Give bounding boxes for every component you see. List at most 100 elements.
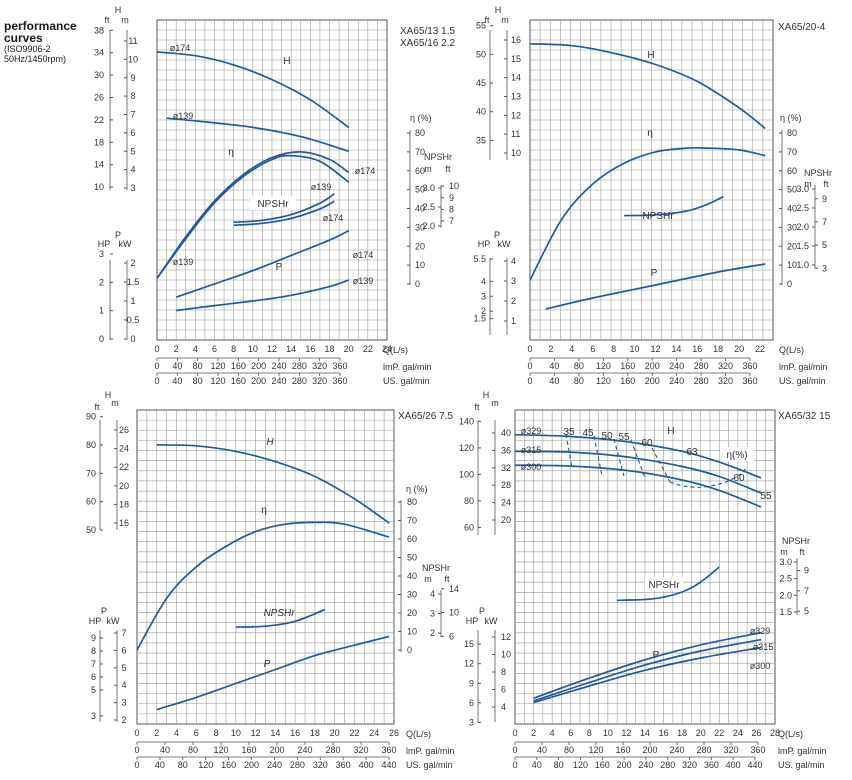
chart4-q-tick-label: 2	[531, 728, 536, 738]
chart1-curve-p-6	[175, 229, 350, 299]
chart2-hp-tick-label: 5.5	[473, 254, 486, 264]
chart3-kw-tick-label: 3	[121, 698, 126, 708]
chart3-imp-tick-label: 280	[325, 745, 340, 755]
chart2-q-tick-label: 16	[692, 344, 702, 354]
chart2-us-tick-label: 0	[527, 376, 532, 386]
chart3-us-tick-label: 240	[267, 760, 282, 770]
chart4-hp-tick-label: 3	[469, 717, 474, 727]
chart2-eff-tick-label: 40	[787, 204, 797, 214]
chart2-label-h: H	[647, 50, 654, 61]
chart3-imp-tick-label: 80	[188, 745, 198, 755]
chart4-imp-tick-label: 40	[537, 745, 547, 755]
chart3-m-unit-label: m	[111, 398, 119, 408]
chart1-kw-unit-label: kW	[119, 239, 133, 249]
title-line-1: performance	[4, 19, 77, 33]
chart2-npsh-m-tick-label: 1.5	[796, 241, 809, 251]
chart1-npsh-axis-label: NPSHr	[424, 152, 452, 162]
chart4-q-tick-label: 14	[640, 728, 650, 738]
chart2-ft-tick-label: 50	[476, 49, 486, 59]
chart2-npsh-m-unit: m	[804, 179, 812, 189]
chart2-us-tick-label: 120	[596, 376, 611, 386]
chart1-imp-tick-label: 240	[271, 361, 286, 371]
chart2-imp-tick-label: 200	[645, 361, 660, 371]
chart4-npshr-label-bg	[645, 577, 683, 591]
chart3-m-tick-label: 18	[119, 499, 129, 509]
chart1-label-d139-p: ø139	[353, 276, 374, 286]
chart1-ft-tick-label: 34	[94, 48, 104, 58]
chart1-q-tick-label: 2	[174, 344, 179, 354]
chart1-q-tick-label: 8	[231, 344, 236, 354]
chart4-us-tick-label: 280	[660, 760, 675, 770]
chart2-label-p: P	[651, 268, 658, 279]
chart2-ft-tick-label: 45	[476, 78, 486, 88]
chart4-label-d300-h: ø300	[521, 462, 542, 472]
chart1-m-tick-label: 11	[128, 36, 137, 46]
chart4-us-tick-label: 120	[573, 760, 588, 770]
chart4-us-tick-label: 200	[617, 760, 632, 770]
chart3-eff-tick-label: 60	[407, 534, 417, 544]
chart1-label-d174-p: ø174	[353, 250, 374, 260]
chart2-q-tick-label: 6	[590, 344, 595, 354]
chart1-q-tick-label: 0	[154, 344, 159, 354]
chart2-q-tick-label: 20	[734, 344, 744, 354]
chart1-hp-tick-label: 2	[99, 277, 104, 287]
chart3-curve-eff-1	[136, 521, 390, 651]
chart3-eff-tick-label: 50	[407, 553, 417, 563]
chart2-eff-tick-label: 50	[787, 185, 797, 195]
chart4-npsh-m-tick-label: 1.5	[779, 607, 792, 617]
chart2-npsh-ft-unit: ft	[823, 179, 829, 189]
chart2-m-tick-label: 11	[511, 129, 520, 139]
chart4-label-d329-p: ø329	[750, 626, 771, 636]
chart4-eff-contour-label: 63	[686, 447, 698, 458]
chart4-kw-tick-label: 8	[501, 667, 506, 677]
chart1-ft-tick-label: 30	[94, 70, 104, 80]
chart1-npsh-m-tick-label: 3.0	[422, 183, 435, 193]
chart4-imp-tick-label: 80	[564, 745, 574, 755]
chart4-us-tick-label: 160	[595, 760, 610, 770]
chart1-m-tick-label: 7	[130, 110, 135, 120]
chart1-eff-tick-label: 20	[415, 241, 425, 251]
chart1-label-d139-h: ø139	[173, 111, 194, 121]
chart4-ft-tick-label: 60	[464, 522, 474, 532]
chart1-ft-tick-label: 10	[94, 182, 104, 192]
chart4-eff-contour-label: 35	[563, 427, 575, 438]
chart4-eff-iso-line	[593, 435, 603, 477]
chart3-q-tick-label: 16	[290, 728, 300, 738]
chart1-q-tick-label: 12	[267, 344, 277, 354]
chart3-us-tick-label: 440	[381, 760, 396, 770]
chart2-q-tick-label: 22	[755, 344, 765, 354]
chart3-model-label: XA65/26 7.5	[398, 411, 453, 422]
chart1-imp-tick-label: 120	[210, 361, 225, 371]
chart3-imp-tick-label: 160	[241, 745, 256, 755]
chart2-m-tick-label: 15	[511, 54, 521, 64]
chart1-us-axis-label: US. gal/min	[383, 376, 430, 386]
chart2-imp-tick-label: 0	[527, 361, 532, 371]
chart4-npsh-ft-tick-label: 9	[804, 566, 809, 576]
chart1-hp-unit-label: HP	[98, 239, 111, 249]
chart1-label-npshr: NPSHr	[257, 199, 289, 210]
chart1-label-d174-eff: ø174	[355, 166, 376, 176]
chart3-hp-tick-label: 9	[91, 633, 96, 643]
chart1-imp-tick-label: 80	[193, 361, 203, 371]
chart3-q-tick-label: 26	[389, 728, 399, 738]
chart2-npsh-m-tick-label: 3.0	[796, 184, 809, 194]
chart4-ft-tick-label: 140	[459, 416, 474, 426]
chart2-kw-tick-label: 2	[511, 296, 516, 306]
chart1-imp-tick-label: 40	[172, 361, 182, 371]
chart1-us-tick-label: 160	[231, 376, 246, 386]
chart4-model-label: XA65/32 15	[778, 411, 831, 422]
chart3-kw-tick-label: 7	[121, 628, 126, 638]
chart4-m-tick-label: 20	[501, 515, 511, 525]
chart1-label-d139-eff: ø139	[173, 257, 194, 267]
chart2-ft-tick-label: 40	[476, 107, 486, 117]
chart3-ft-unit-label: ft	[94, 402, 100, 412]
chart3-eff-tick-label: 20	[407, 608, 417, 618]
chart3-label-p: P	[264, 659, 271, 670]
chart3-kw-tick-label: 4	[121, 680, 126, 690]
chart2-eff-tick-label: 30	[787, 222, 797, 232]
chart3-imp-tick-label: 0	[134, 745, 139, 755]
chart2-npsh-ft-tick-label: 5	[822, 240, 827, 250]
chart4-npsh-m-tick-label: 3.0	[779, 557, 792, 567]
chart1-hp-tick-label: 3	[99, 249, 104, 259]
chart1-m-tick-label: 9	[130, 73, 135, 83]
